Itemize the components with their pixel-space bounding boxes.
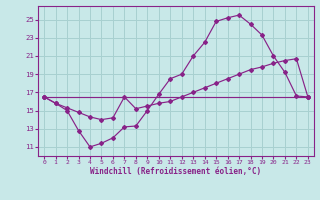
X-axis label: Windchill (Refroidissement éolien,°C): Windchill (Refroidissement éolien,°C) — [91, 167, 261, 176]
